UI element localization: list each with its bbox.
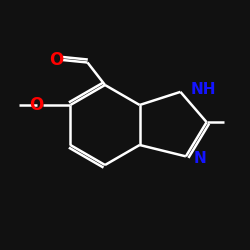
Text: O: O [49,51,64,69]
Text: N: N [193,151,206,166]
Text: O: O [30,96,44,114]
Text: NH: NH [190,82,216,97]
